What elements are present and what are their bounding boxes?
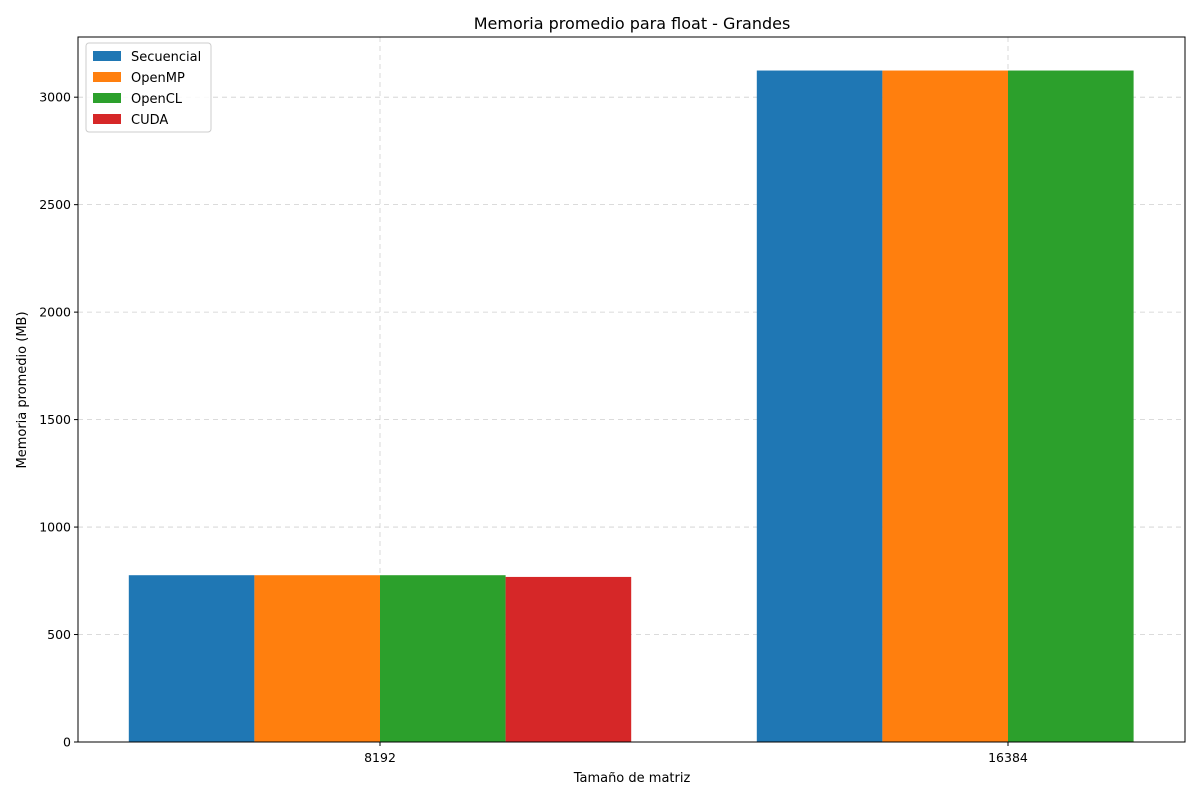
x-tick-label: 8192 [364, 750, 396, 765]
bar-cuda-8192 [505, 576, 632, 742]
bar-openmp-8192 [254, 575, 380, 742]
ticks: 0 500 1000 1500 2000 2500 3000 8192 16384 [39, 90, 1028, 765]
chart-title: Memoria promedio para float - Grandes [474, 14, 791, 33]
bar-secuencial-8192 [128, 575, 255, 742]
plot-frame [77, 36, 1186, 743]
y-tick-label: 1000 [39, 520, 71, 535]
legend-label-openmp: OpenMP [131, 71, 185, 86]
bar-openmp-16384 [882, 70, 1008, 742]
legend-swatch-opencl [93, 93, 121, 103]
bars [128, 70, 1134, 742]
y-tick-label: 2500 [39, 197, 71, 212]
bar-opencl-8192 [380, 575, 506, 742]
legend-label-opencl: OpenCL [131, 92, 183, 107]
x-tick-label: 16384 [988, 750, 1028, 765]
legend-box [85, 42, 212, 133]
legend-label-cuda: CUDA [131, 113, 168, 128]
legend-label-secuencial: Secuencial [131, 50, 201, 65]
legend: Secuencial OpenMP OpenCL CUDA [85, 42, 212, 133]
y-tick-label: 500 [47, 627, 71, 642]
legend-swatch-openmp [93, 72, 121, 82]
x-axis-label: Tamaño de matriz [573, 771, 691, 786]
y-tick-label: 2000 [39, 305, 71, 320]
y-axis-label: Memoria promedio (MB) [15, 311, 30, 468]
y-tick-label: 3000 [39, 90, 71, 105]
y-tick-label: 1500 [39, 412, 71, 427]
bar-opencl-16384 [1008, 70, 1134, 742]
legend-swatch-cuda [93, 114, 121, 124]
y-tick-label: 0 [63, 735, 71, 750]
legend-swatch-secuencial [93, 51, 121, 61]
bar-secuencial-16384 [756, 70, 883, 742]
